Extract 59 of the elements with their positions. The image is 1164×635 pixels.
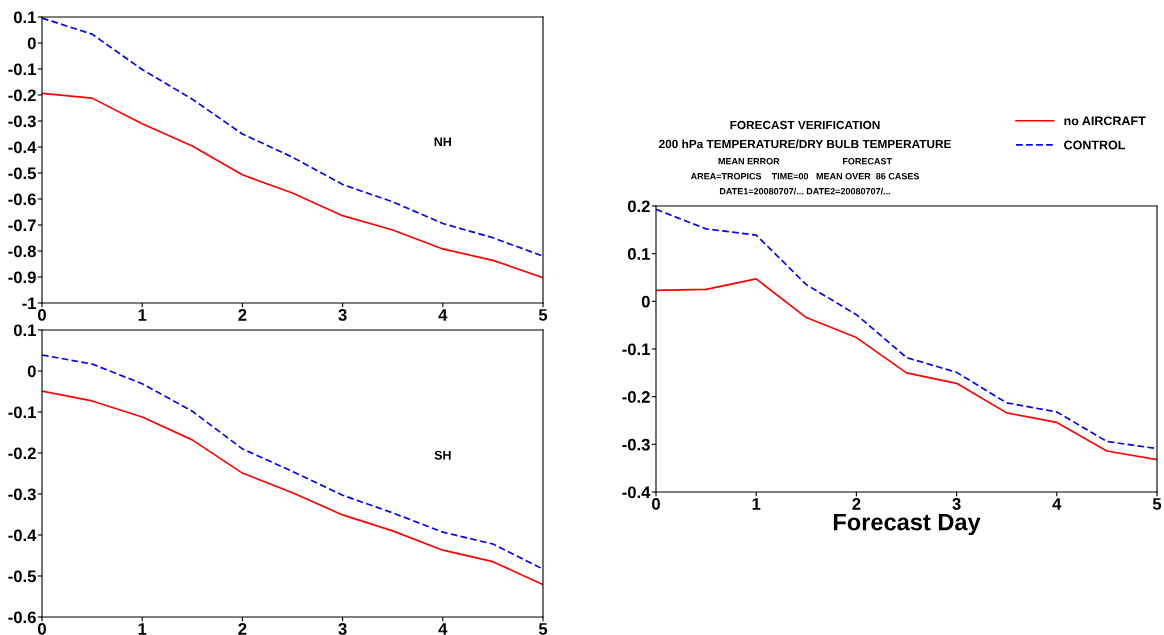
y-tick-label: -0.3 — [8, 488, 36, 501]
y-tick-label: -0.8 — [8, 245, 36, 258]
x-tick-label: 1 — [138, 623, 147, 635]
y-tick-label: 0.1 — [13, 324, 36, 337]
y-tick-label: -0.6 — [8, 611, 36, 624]
y-tick-label: -0.4 — [622, 486, 651, 499]
line-series — [42, 390, 543, 586]
x-tick-label: 0 — [652, 498, 660, 510]
x-tick-label: 4 — [438, 623, 448, 635]
y-tick-label: -0.3 — [8, 115, 36, 128]
y-tick-label: -0.6 — [8, 193, 36, 206]
x-tick-label: 1 — [752, 498, 761, 510]
y-tick-label: 0.2 — [627, 200, 650, 213]
y-tick-label: -0.1 — [8, 406, 36, 419]
x-tick-label: 2 — [852, 498, 861, 510]
chart-subtitle: 200 hPa TEMPERATURE/DRY BULB TEMPERATURE — [659, 139, 951, 149]
x-tick-label: 0 — [38, 309, 46, 321]
y-tick-label: -1 — [22, 297, 36, 310]
y-tick-label: 0 — [27, 37, 36, 50]
y-tick-label: -0.4 — [8, 529, 37, 542]
y-tick-label: -0.2 — [8, 447, 36, 460]
line-series — [656, 278, 1157, 461]
line-series — [42, 354, 543, 570]
y-tick-label: -0.1 — [622, 343, 650, 356]
legend-label: no AIRCRAFT — [1064, 116, 1146, 126]
text: MEAN ERROR FORECAST — [718, 158, 892, 165]
y-tick-label: 0 — [27, 365, 36, 378]
y-tick-label: 0.1 — [627, 248, 650, 260]
y-tick-label: -0.2 — [622, 391, 650, 403]
y-tick-label: -0.1 — [8, 63, 36, 76]
line-series — [42, 92, 543, 279]
y-tick-label: -0.7 — [8, 219, 36, 232]
x-tick-label: 5 — [538, 623, 548, 635]
y-tick-label: 0.1 — [13, 11, 36, 24]
annotation: NH — [434, 137, 451, 147]
y-tick-label: -0.5 — [8, 570, 36, 583]
legend-label: CONTROL — [1064, 140, 1126, 150]
text: AREA=TROPICS TIME=00 MEAN OVER 86 CASES — [690, 173, 920, 180]
x-tick-label: 4 — [1052, 498, 1062, 510]
annotation: SH — [434, 450, 451, 460]
x-tick-label: 5 — [1152, 498, 1162, 510]
y-tick-label: 0 — [641, 295, 650, 308]
x-tick-label: 4 — [438, 309, 448, 321]
text: DATE1=20080707/... DATE2=20080707/... — [719, 187, 891, 195]
chart-title: FORECAST VERIFICATION — [730, 120, 880, 130]
y-tick-label: -0.5 — [8, 167, 36, 180]
x-tick-label: 2 — [238, 623, 247, 635]
x-tick-label: 3 — [338, 623, 347, 635]
x-tick-label: 5 — [538, 309, 548, 321]
y-tick-label: -0.4 — [8, 141, 37, 154]
x-axis-title: Forecast Day — [833, 513, 981, 536]
x-tick-label: 1 — [138, 309, 147, 321]
y-tick-label: -0.9 — [8, 271, 36, 284]
y-tick-label: -0.2 — [8, 89, 36, 102]
x-tick-label: 3 — [952, 498, 961, 510]
x-tick-label: 2 — [238, 309, 247, 321]
x-tick-label: 0 — [38, 623, 46, 635]
x-tick-label: 3 — [338, 309, 347, 321]
y-tick-label: -0.3 — [622, 438, 650, 451]
